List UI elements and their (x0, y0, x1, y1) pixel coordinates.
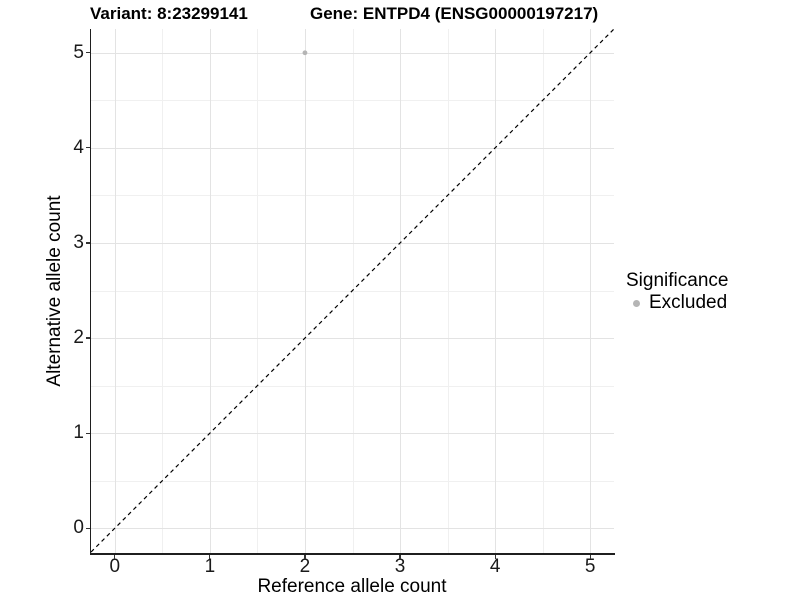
x-tick-label: 1 (204, 556, 216, 577)
y-tick-mark (85, 527, 90, 529)
x-tick-label: 3 (394, 556, 406, 577)
x-axis-line (89, 553, 615, 555)
plot-panel (91, 29, 614, 553)
y-tick-label: 4 (73, 136, 84, 158)
plot-title-variant: Variant: 8:23299141 (90, 4, 248, 23)
y-axis-line (89, 29, 91, 555)
y-major-gridline (91, 433, 614, 435)
legend-entry: Excluded (626, 292, 728, 314)
y-tick-mark (85, 242, 90, 244)
y-major-gridline (91, 528, 614, 530)
y-minor-gridline (91, 195, 614, 197)
y-minor-gridline (91, 480, 614, 482)
legend-title: Significance (626, 270, 729, 291)
legend-entries: Excluded (626, 292, 728, 314)
y-minor-gridline (91, 100, 614, 102)
y-tick-mark (85, 52, 90, 54)
y-major-gridline (91, 147, 614, 149)
x-major-gridline (400, 29, 402, 553)
x-major-gridline (114, 29, 116, 553)
x-tick-mark (494, 554, 496, 559)
y-tick-label: 3 (73, 231, 84, 253)
y-tick-mark (85, 337, 90, 339)
y-axis-title: Alternative allele count (44, 195, 65, 387)
x-major-gridline (590, 29, 592, 553)
x-tick-mark (209, 554, 211, 559)
x-tick-mark (399, 554, 401, 559)
x-major-gridline (304, 29, 306, 553)
x-tick-mark (589, 554, 591, 559)
x-tick-label: 4 (489, 556, 501, 577)
x-tick-label: 0 (109, 556, 121, 577)
plot-title-gene: Gene: ENTPD4 (ENSG00000197217) (310, 4, 599, 23)
identity-reference-line (91, 29, 614, 553)
y-tick-label: 1 (73, 422, 84, 444)
x-major-gridline (209, 29, 211, 553)
x-major-gridline (495, 29, 497, 553)
y-minor-gridline (91, 385, 614, 387)
legend-key (626, 299, 646, 307)
legend-point-icon (632, 299, 640, 307)
plot-data-layer (91, 29, 614, 553)
y-major-gridline (91, 338, 614, 340)
y-tick-mark (85, 147, 90, 149)
x-tick-label: 5 (584, 556, 596, 577)
y-tick-mark (85, 432, 90, 434)
y-tick-label: 2 (73, 327, 84, 349)
data-point (302, 50, 308, 56)
y-tick-label: 0 (73, 517, 84, 539)
x-tick-label: 2 (299, 556, 311, 577)
legend-entry-label: Excluded (649, 292, 728, 313)
x-axis-title: Reference allele count (257, 576, 447, 597)
x-tick-mark (114, 554, 116, 559)
y-tick-label: 5 (73, 41, 84, 63)
y-major-gridline (91, 52, 614, 54)
legend: Significance Excluded (626, 270, 728, 314)
x-tick-mark (304, 554, 306, 559)
y-major-gridline (91, 242, 614, 244)
